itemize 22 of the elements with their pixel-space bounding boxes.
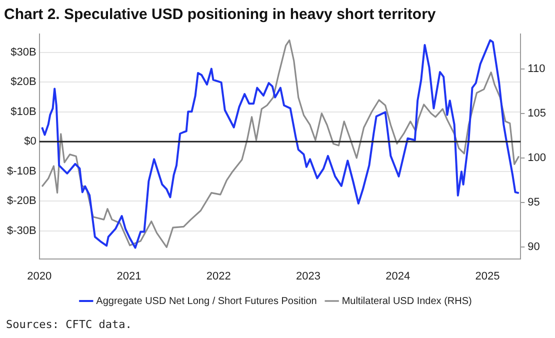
x-tick-label: 2024: [386, 270, 410, 282]
x-tick-label: 2025: [475, 270, 500, 282]
y-tick-label: $30B: [10, 46, 36, 58]
legend-label: Aggregate USD Net Long / Short Futures Position: [96, 296, 317, 307]
y-tick-label: $-20B: [6, 195, 36, 208]
legend-label: Multilateral USD Index (RHS): [342, 296, 472, 307]
y-tick-label: $20B: [10, 76, 36, 88]
chart-title: Chart 2. Speculative USD positioning in heavy short territory: [4, 6, 436, 24]
x-tick-label: 2020: [27, 270, 52, 282]
x-tick-label: 2021: [116, 270, 142, 282]
y-tick-label: $-10B: [6, 165, 36, 178]
y2-tick-label: 95: [528, 196, 540, 209]
x-tick-label: 2023: [296, 270, 320, 282]
source-note: Sources: CFTC data.: [5, 317, 133, 331]
y-tick-label: $0: [24, 136, 36, 148]
y2-tick-label: 90: [528, 241, 540, 254]
y2-tick-label: 110: [528, 62, 546, 75]
y2-tick-label: 105: [528, 107, 546, 120]
y2-tick-label: 100: [528, 152, 546, 164]
y-tick-label: $10B: [10, 106, 36, 118]
y-tick-label: $-30B: [6, 224, 36, 237]
x-tick-label: 2022: [206, 270, 231, 282]
